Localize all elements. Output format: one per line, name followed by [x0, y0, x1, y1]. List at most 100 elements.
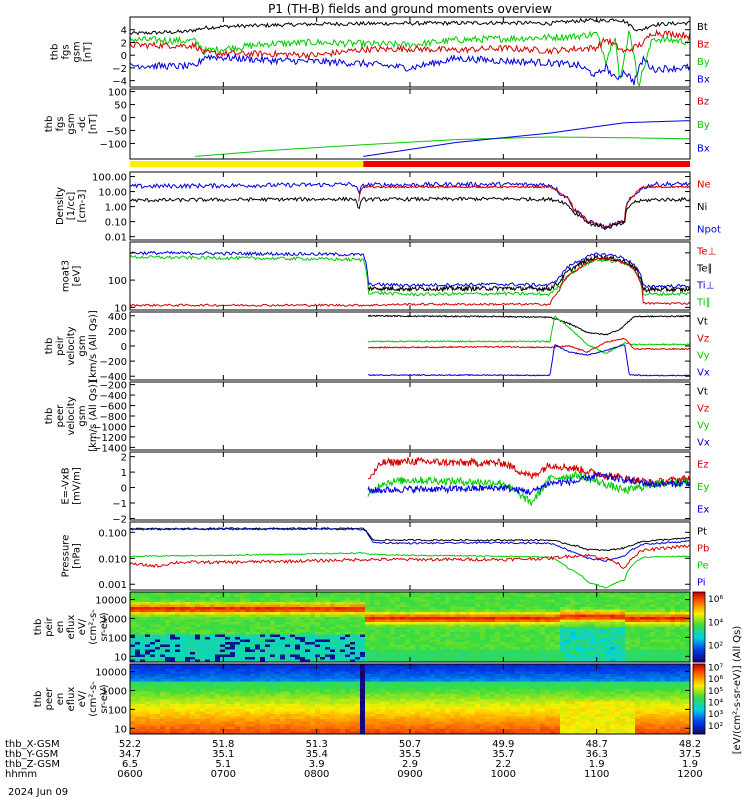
heatmap-cell [210, 684, 216, 687]
heatmap-cell [220, 674, 226, 677]
heatmap-cell [495, 607, 501, 610]
heatmap-cell [445, 617, 451, 620]
heatmap-cell [380, 724, 386, 727]
heatmap-cell [325, 669, 331, 672]
heatmap-cell [205, 679, 211, 682]
heatmap-cell [295, 602, 301, 605]
heatmap-cell [210, 659, 216, 663]
heatmap-cell [340, 726, 346, 730]
heatmap-cell [615, 592, 621, 595]
heatmap-cell [255, 724, 261, 727]
heatmap-cell [615, 622, 621, 625]
heatmap-cell [485, 647, 491, 650]
heatmap-cell [595, 637, 601, 640]
heatmap-cell [375, 694, 381, 697]
heatmap-cell [600, 612, 606, 615]
heatmap-cell [130, 719, 136, 722]
heatmap-cell [520, 617, 526, 620]
heatmap-cell [385, 696, 391, 700]
heatmap-cell [175, 597, 181, 600]
heatmap-cell [215, 696, 221, 700]
heatmap-cell [185, 639, 191, 643]
heatmap-cell [270, 637, 276, 640]
heatmap-cell [275, 614, 281, 618]
heatmap-cell [475, 629, 481, 633]
heatmap-cell [480, 644, 486, 648]
heatmap-cell [680, 649, 686, 653]
heatmap-cell [655, 649, 661, 653]
heatmap-cell [635, 637, 641, 640]
heatmap-cell [440, 629, 446, 633]
heatmap-cell [345, 691, 351, 695]
heatmap-cell [290, 654, 296, 658]
heatmap-cell [670, 637, 676, 640]
heatmap-cell [140, 607, 146, 610]
heatmap-cell [405, 617, 411, 620]
heatmap-cell [385, 669, 391, 672]
heatmap-cell [260, 689, 266, 692]
heatmap-cell [520, 657, 526, 660]
heatmap-cell [305, 666, 311, 670]
heatmap-cell [260, 719, 266, 722]
heatmap-cell [160, 647, 166, 650]
heatmap-cell [655, 647, 661, 650]
heatmap-cell [670, 657, 676, 660]
heatmap-cell [245, 714, 251, 717]
heatmap-cell [555, 592, 561, 595]
heatmap-cell [660, 627, 666, 630]
heatmap-cell [410, 592, 416, 595]
heatmap-cell [160, 634, 166, 638]
heatmap-cell [310, 686, 316, 690]
heatmap-cell [590, 607, 596, 610]
heatmap-cell [380, 671, 386, 675]
heatmap-cell [525, 652, 531, 655]
legend-entry: Pi [697, 578, 706, 589]
heatmap-cell [360, 681, 366, 685]
heatmap-cell [270, 649, 276, 653]
heatmap-cell [255, 676, 261, 680]
heatmap-cell [310, 619, 316, 623]
heatmap-cell [250, 599, 256, 603]
heatmap-cell [145, 607, 151, 610]
heatmap-cell [370, 729, 376, 732]
heatmap-cell [235, 652, 241, 655]
heatmap-cell [640, 637, 646, 640]
heatmap-cell [380, 627, 386, 630]
heatmap-cell [135, 689, 141, 692]
heatmap-cell [665, 659, 671, 663]
heatmap-cell [345, 724, 351, 727]
heatmap-cell [160, 609, 166, 613]
heatmap-cell [135, 594, 141, 598]
heatmap-cell [170, 724, 176, 727]
heatmap-cell [475, 657, 481, 660]
heatmap-cell [585, 637, 591, 640]
heatmap-cell [685, 624, 691, 628]
heatmap-cell [630, 639, 636, 643]
heatmap-cell [525, 634, 531, 638]
heatmap-cell [230, 699, 236, 702]
heatmap-cell [325, 704, 331, 707]
heatmap-cell [655, 594, 661, 598]
heatmap-cell [285, 689, 291, 692]
heatmap-cell [355, 614, 361, 618]
series-line-peir-velocity [367, 315, 691, 354]
heatmap-cell [385, 691, 391, 695]
heatmap-cell [220, 699, 226, 702]
heatmap-cell [260, 599, 266, 603]
heatmap-cell [360, 691, 366, 695]
heatmap-cell [250, 607, 256, 610]
heatmap-cell [350, 686, 356, 690]
heatmap-cell [520, 599, 526, 603]
heatmap-cell [350, 691, 356, 695]
heatmap-cell [165, 721, 171, 725]
heatmap-cell [340, 716, 346, 720]
heatmap-cell [380, 612, 386, 615]
heatmap-cell [350, 604, 356, 608]
heatmap-cell [430, 619, 436, 623]
heatmap-cell [485, 654, 491, 658]
heatmap-cell [210, 594, 216, 598]
heatmap-cell [350, 609, 356, 613]
heatmap-cell [250, 629, 256, 633]
colorbar-tick-label: 10² [708, 642, 723, 652]
y-axis-label: -dc [77, 116, 88, 131]
